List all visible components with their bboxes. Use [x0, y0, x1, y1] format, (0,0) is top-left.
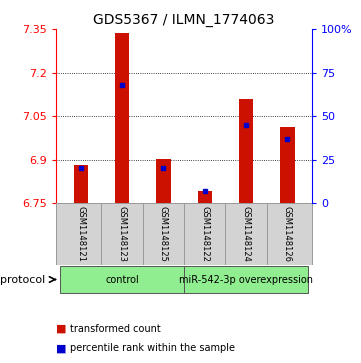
Text: transformed count: transformed count [70, 323, 161, 334]
Bar [115, 33, 129, 203]
Title: GDS5367 / ILMN_1774063: GDS5367 / ILMN_1774063 [93, 13, 275, 26]
Bar [197, 191, 212, 203]
Bar [156, 159, 171, 203]
Text: GSM1148121: GSM1148121 [76, 206, 85, 262]
Bar [239, 99, 253, 203]
Text: protocol: protocol [0, 274, 45, 285]
Text: GSM1148124: GSM1148124 [242, 206, 251, 262]
FancyBboxPatch shape [184, 266, 308, 293]
Text: GSM1148123: GSM1148123 [118, 206, 127, 262]
Text: percentile rank within the sample: percentile rank within the sample [70, 343, 235, 354]
Bar [280, 127, 295, 203]
Text: GSM1148122: GSM1148122 [200, 206, 209, 262]
Text: ■: ■ [56, 343, 66, 354]
Bar [74, 165, 88, 203]
Text: control: control [105, 274, 139, 285]
Text: GSM1148126: GSM1148126 [283, 206, 292, 262]
Text: miR-542-3p overexpression: miR-542-3p overexpression [179, 274, 313, 285]
FancyBboxPatch shape [60, 266, 184, 293]
Text: GSM1148125: GSM1148125 [159, 206, 168, 262]
Text: ■: ■ [56, 323, 66, 334]
